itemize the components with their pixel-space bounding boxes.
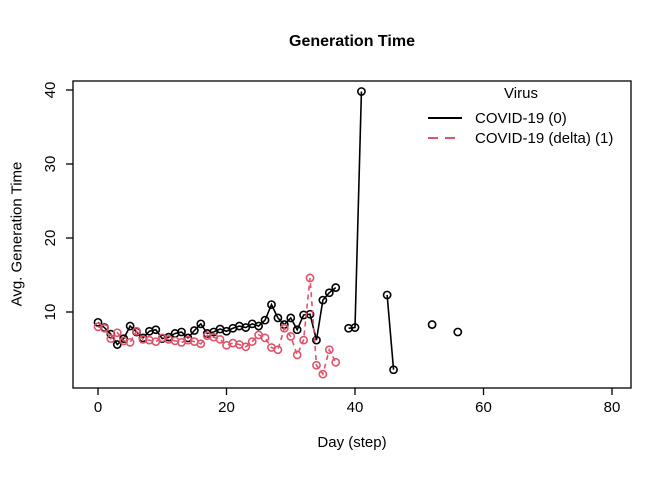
data-point-0 xyxy=(125,321,135,331)
data-point-1 xyxy=(151,337,161,346)
y-tick-label: 10 xyxy=(42,304,59,321)
data-point-1 xyxy=(331,357,341,367)
x-tick-label: 60 xyxy=(475,399,492,416)
data-point-0 xyxy=(189,326,199,335)
data-point-0 xyxy=(273,313,283,323)
series-line-0 xyxy=(386,294,395,370)
data-point-0 xyxy=(382,290,392,300)
data-point-0 xyxy=(292,325,302,335)
data-point-1 xyxy=(241,342,251,352)
data-point-0 xyxy=(241,323,251,332)
data-point-1 xyxy=(260,333,270,343)
x-tick-label: 80 xyxy=(604,399,621,416)
data-point-0 xyxy=(324,288,334,298)
data-point-0 xyxy=(93,317,103,327)
data-point-0 xyxy=(312,335,321,345)
data-point-0 xyxy=(260,315,270,325)
data-point-1 xyxy=(318,369,328,379)
data-point-0 xyxy=(350,323,360,332)
data-point-1 xyxy=(312,360,321,370)
data-point-1 xyxy=(196,339,206,349)
data-point-0 xyxy=(453,327,463,337)
data-point-1 xyxy=(106,334,116,344)
data-point-1 xyxy=(132,326,141,336)
x-tick-label: 0 xyxy=(94,399,102,416)
data-point-0 xyxy=(254,321,264,331)
solid-line-icon xyxy=(428,117,462,119)
data-point-0 xyxy=(389,365,398,375)
data-point-0 xyxy=(177,327,186,337)
x-tick-label: 40 xyxy=(347,399,364,416)
data-point-1 xyxy=(125,337,135,347)
data-point-0 xyxy=(331,283,341,292)
data-point-1 xyxy=(112,328,122,338)
legend-entry-covid19-delta: COVID-19 (delta) (1) xyxy=(428,128,628,148)
data-point-1 xyxy=(286,332,296,341)
data-point-1 xyxy=(299,335,308,345)
legend-entry-covid19: COVID-19 (0) xyxy=(428,108,628,128)
data-point-1 xyxy=(324,345,334,355)
plot-border xyxy=(72,80,632,389)
series-line-0 xyxy=(348,91,363,330)
x-tick-label: 20 xyxy=(218,399,235,416)
chart-title: Generation Time xyxy=(289,33,415,50)
data-point-0 xyxy=(196,319,206,329)
data-point-1 xyxy=(273,345,283,355)
legend-label-covid19-delta: COVID-19 (delta) (1) xyxy=(475,129,614,147)
y-tick-label: 40 xyxy=(42,82,59,99)
legend-label-covid19: COVID-19 (0) xyxy=(475,109,567,127)
data-point-1 xyxy=(305,273,315,283)
data-point-0 xyxy=(427,320,437,329)
y-axis-title: Avg. Generation Time xyxy=(8,161,26,307)
data-point-1 xyxy=(215,334,225,344)
y-tick-label: 20 xyxy=(42,230,59,247)
legend-title: Virus xyxy=(504,85,538,102)
data-point-0 xyxy=(151,325,161,335)
data-point-0 xyxy=(357,87,366,96)
data-point-0 xyxy=(318,295,328,305)
data-point-1 xyxy=(279,323,289,333)
data-point-0 xyxy=(286,313,296,323)
dashed-line-icon xyxy=(428,137,462,139)
data-point-1 xyxy=(292,350,302,360)
data-point-1 xyxy=(100,323,109,333)
data-point-0 xyxy=(112,340,122,349)
data-point-1 xyxy=(247,337,257,346)
legend: Virus COVID-19 (0) COVID-19 (delta) (1) xyxy=(428,85,628,148)
y-tick-label: 30 xyxy=(42,156,59,173)
data-point-0 xyxy=(267,300,276,309)
x-axis-title: Day (step) xyxy=(317,434,387,451)
